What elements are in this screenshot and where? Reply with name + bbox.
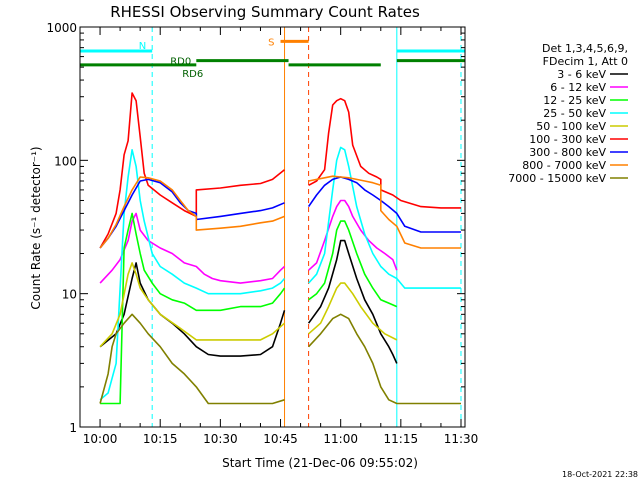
plot-inner [80,27,465,427]
series-line-7-0 [99,176,285,249]
series-line-8-0 [99,313,285,405]
legend-label: 3 - 6 keV [557,68,606,81]
y-tick-label: 1 [69,421,77,435]
x-tick-label: 10:45 [263,432,298,446]
legend-label: 800 - 7000 keV [522,159,606,172]
legend: Det 1,3,4,5,6,9,FDecim 1, Att 03 - 6 keV… [508,42,628,185]
y-tick-label: 100 [54,154,77,168]
series-line-4-0 [99,262,286,348]
x-tick-label: 11:30 [444,432,479,446]
x-tick-label: 10:00 [83,432,118,446]
flag-label-rd6: RD6 [182,69,203,80]
flag-label-s: S [268,37,274,48]
legend-header: Det 1,3,4,5,6,9, [542,42,628,55]
series-line-4-1 [308,282,398,341]
series-line-5-0 [99,92,286,249]
series-line-6-1 [307,176,461,233]
series-line-0-1 [307,239,398,364]
legend-label: 50 - 100 keV [536,120,606,133]
legend-label: 7000 - 15000 keV [508,172,606,185]
x-axis-label: Start Time (21-Dec-06 09:55:02) [222,456,418,470]
legend-label: 6 - 12 keV [550,81,606,94]
chart-title: RHESSI Observing Summary Count Rates [110,3,420,21]
flag-label-rd0: RD0 [170,57,191,68]
series-line-2-0 [100,212,286,405]
y-tick-label: 1000 [46,21,77,35]
legend-label: 300 - 800 keV [529,146,606,159]
series-line-2-1 [308,220,398,308]
legend-label: 25 - 50 keV [543,107,606,120]
axes-frame [79,26,466,428]
legend-label: 12 - 25 keV [543,94,606,107]
flag-label-n: N [139,41,146,52]
series-line-6-0 [99,178,285,249]
series-line-3-0 [99,149,286,401]
legend-label: 100 - 300 keV [529,133,606,146]
axes: 1 10 100 1000 10:00 10:15 10:30 10:45 11:00 11:15… [46,21,478,446]
series-line-1-0 [99,212,286,284]
series-line-5-1 [308,97,461,209]
y-tick-label: 10 [62,288,77,302]
footer-timestamp: 18-Oct-2021 22:38 [562,470,638,479]
series-line-3-1 [308,146,461,289]
legend-header: FDecim 1, Att 0 [543,55,628,68]
x-tick-label: 10:30 [203,432,238,446]
x-tick-label: 11:00 [323,432,358,446]
series-line-0-0 [99,262,286,357]
x-tick-label: 10:15 [143,432,178,446]
y-axis-label: Count Rate (s⁻¹ detector⁻¹) [29,146,43,309]
series-line-7-1 [308,175,461,249]
x-tick-label: 11:15 [384,432,419,446]
series-line-8-1 [308,313,461,405]
